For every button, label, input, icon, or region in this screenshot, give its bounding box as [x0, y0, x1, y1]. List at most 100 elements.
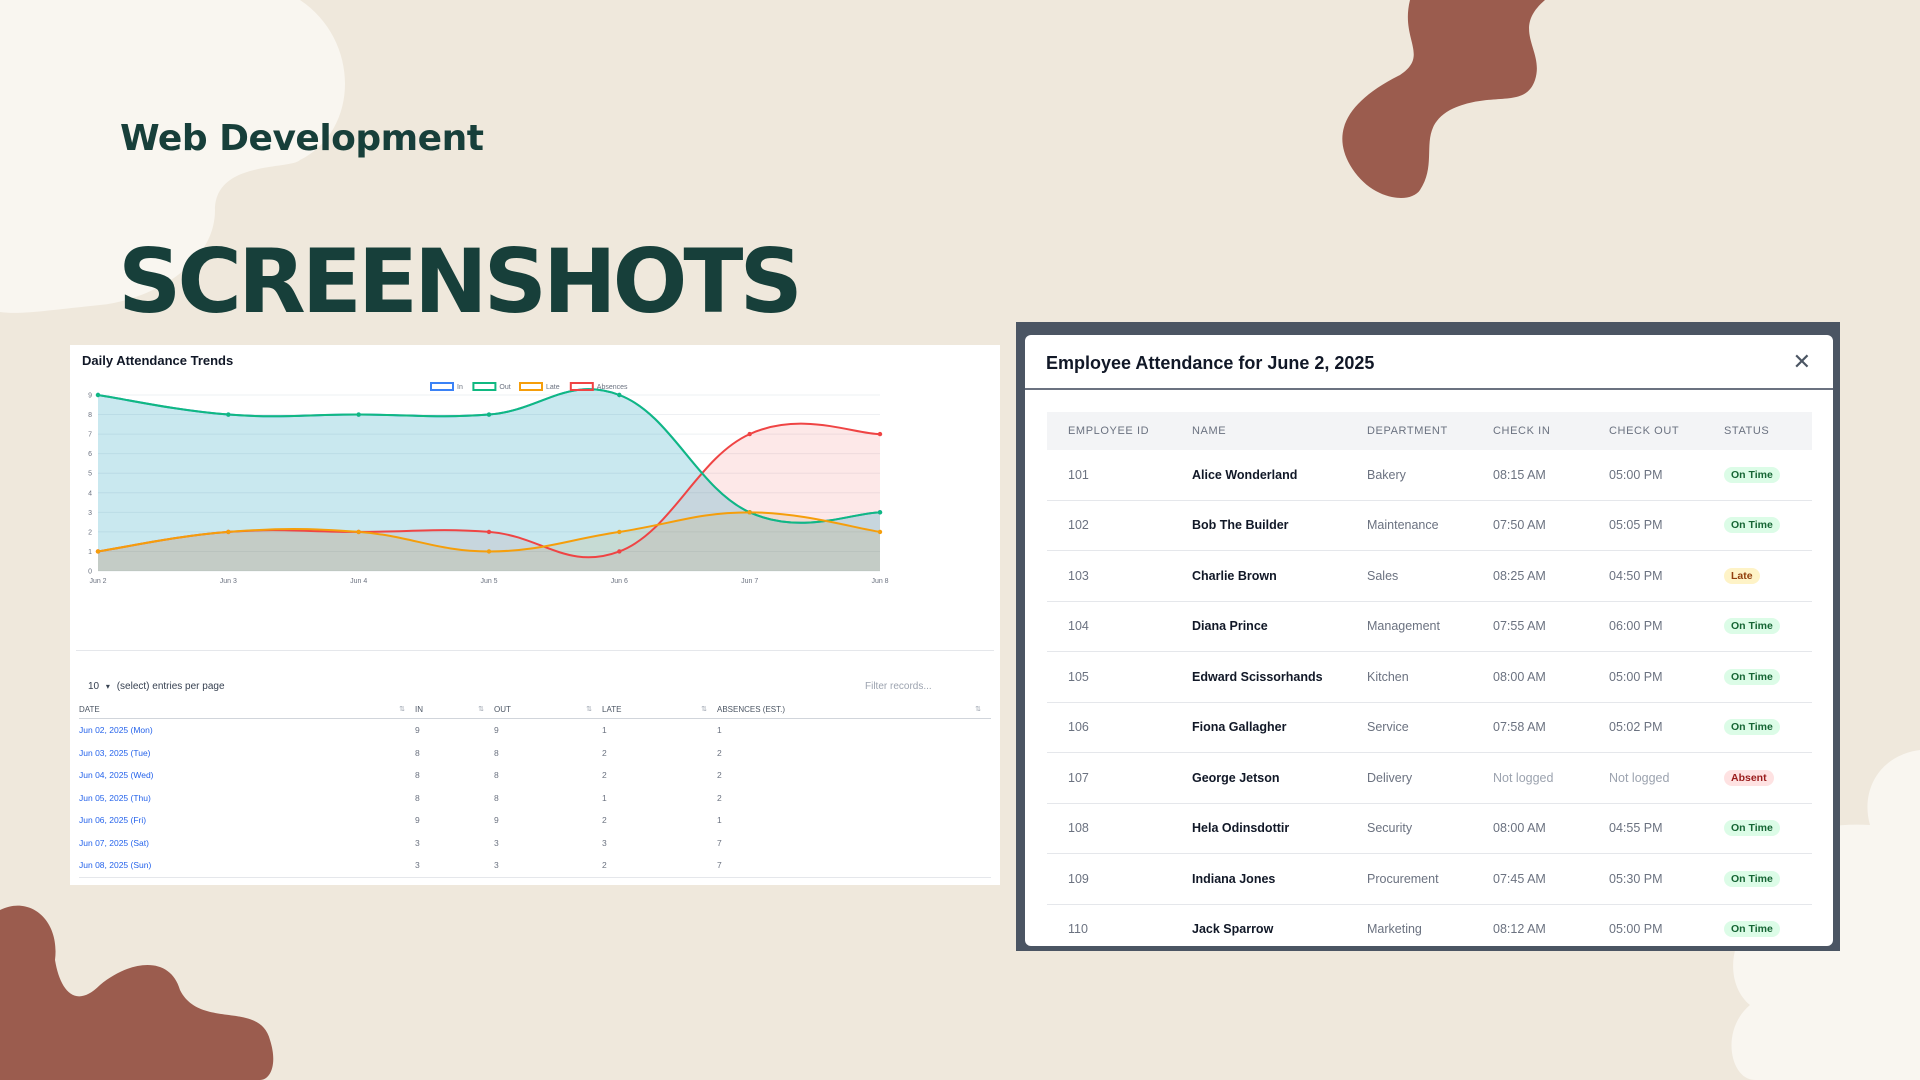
column-header: EMPLOYEE ID: [1068, 425, 1150, 437]
data-point-out: [877, 510, 883, 515]
status-badge: On Time: [1724, 618, 1780, 635]
table-cell: 7: [717, 860, 722, 871]
table-row: Jun 03, 2025 (Tue) 8 8 2 2: [79, 742, 991, 765]
date-link[interactable]: Jun 08, 2025 (Sun): [79, 860, 152, 871]
status-cell: On Time: [1703, 450, 1812, 501]
modal-title: Employee Attendance for June 2, 2025: [1046, 353, 1375, 373]
employee-out-cell: 05:02 PM: [1588, 702, 1703, 753]
column-header[interactable]: ABSENCES (EST.) ⇅: [717, 700, 991, 719]
sort-icon[interactable]: ⇅: [975, 705, 981, 713]
table-row: Jun 04, 2025 (Wed) 8 8 2 2: [79, 764, 991, 787]
date-link[interactable]: Jun 06, 2025 (Fri): [79, 815, 147, 826]
daily-attendance-table: DATE ⇅ IN ⇅ OUT ⇅ LATE ⇅ ABSENCES (EST.) ⇅ Jun 02…: [79, 700, 991, 877]
legend-swatch-out: [472, 382, 497, 391]
legend-label: Absences: [597, 384, 628, 391]
table-cell: 3: [415, 837, 420, 848]
data-point-out: [95, 392, 101, 398]
status-badge: On Time: [1724, 820, 1780, 837]
data-point-late: [747, 510, 752, 515]
status-cell: On Time: [1703, 500, 1812, 551]
status-badge: On Time: [1724, 517, 1780, 534]
data-point-out: [617, 392, 622, 398]
page-size-label: (select) entries per page: [116, 681, 225, 692]
close-icon[interactable]: ✕: [1792, 349, 1811, 374]
employee-dept-cell: Delivery: [1346, 752, 1472, 804]
employee-in-cell: 08:00 AM: [1472, 651, 1588, 703]
attendance-chart-card: Daily Attendance Trends 0 1 2 3 4 5 6 7 8 9 Jun 2 J…: [76, 349, 994, 651]
sort-icon[interactable]: ⇅: [701, 705, 707, 713]
column-header[interactable]: DATE ⇅: [79, 700, 415, 719]
table-row: Jun 07, 2025 (Sat) 3 3 3 7: [79, 832, 991, 855]
table-cell: 3: [602, 837, 607, 848]
employee-dept-cell: Bakery: [1346, 450, 1472, 501]
table-cell: 2: [602, 860, 607, 871]
column-header[interactable]: LATE ⇅: [602, 700, 717, 719]
column-header[interactable]: OUT ⇅: [494, 700, 602, 719]
column-header-label: DATE: [79, 704, 100, 714]
table-cell: Jun 03, 2025 (Tue): [79, 742, 415, 765]
table-cell: 9: [415, 725, 420, 736]
table-cell: 2: [602, 770, 607, 781]
data-point-absences: [486, 529, 492, 535]
date-link[interactable]: Jun 05, 2025 (Thu): [79, 792, 151, 803]
status-badge: On Time: [1724, 921, 1780, 938]
attendance-dashboard-panel: Daily Attendance Trends 0 1 2 3 4 5 6 7 8 9 Jun 2 J…: [70, 345, 1000, 885]
sort-icon[interactable]: ⇅: [586, 705, 592, 713]
status-cell: On Time: [1703, 904, 1812, 954]
employee-name-cell: Alice Wonderland: [1171, 450, 1346, 501]
data-point-late: [486, 549, 492, 554]
employee-out-cell: 05:30 PM: [1588, 853, 1703, 905]
employee-row: 105 Edward Scissorhands Kitchen 08:00 AM 05:…: [1047, 651, 1812, 703]
table-cell: 3: [494, 837, 499, 848]
y-tick-label: 9: [88, 393, 92, 400]
date-link[interactable]: Jun 07, 2025 (Sat): [79, 837, 149, 848]
filter-records-input[interactable]: Filter records...: [865, 681, 932, 692]
employee-out-cell: 06:00 PM: [1588, 601, 1703, 652]
employee-in-cell: 07:55 AM: [1472, 601, 1588, 652]
legend-swatch-late: [519, 382, 543, 391]
column-header[interactable]: IN ⇅: [415, 700, 494, 719]
data-point-late: [877, 529, 883, 535]
sort-icon[interactable]: ⇅: [478, 705, 484, 713]
table-cell: 8: [494, 747, 499, 758]
employee-id-cell: 101: [1047, 450, 1171, 501]
table-cell: 8: [415, 747, 420, 758]
status-badge: Late: [1724, 567, 1760, 584]
table-cell: Jun 04, 2025 (Wed): [79, 764, 415, 787]
y-tick-label: 5: [88, 471, 92, 478]
page-size-select[interactable]: 10: [88, 681, 100, 692]
employee-row: 110 Jack Sparrow Marketing 08:12 AM 05:00 PM…: [1047, 904, 1812, 954]
date-link[interactable]: Jun 03, 2025 (Tue): [79, 747, 151, 758]
date-link[interactable]: Jun 04, 2025 (Wed): [79, 770, 154, 781]
employee-dept-cell: Procurement: [1346, 853, 1472, 905]
employee-out-cell: 05:00 PM: [1588, 651, 1703, 703]
employee-id-cell: 104: [1047, 601, 1171, 652]
status-cell: Late: [1703, 550, 1812, 602]
employee-id-cell: 102: [1047, 500, 1171, 551]
employee-in-cell: 07:58 AM: [1472, 702, 1588, 753]
table-row: Jun 06, 2025 (Fri) 9 9 2 1: [79, 809, 991, 832]
employee-dept-cell: Service: [1346, 702, 1472, 753]
status-cell: On Time: [1703, 601, 1812, 652]
employee-row: 109 Indiana Jones Procurement 07:45 AM 05:30…: [1047, 853, 1812, 905]
status-badge: On Time: [1724, 466, 1780, 483]
employee-row: 107 George Jetson Delivery Not logged Not lo…: [1047, 752, 1812, 804]
table-cell: 7: [717, 837, 722, 848]
employee-row: 101 Alice Wonderland Bakery 08:15 AM 05:00 P…: [1047, 450, 1812, 501]
employee-name-cell: Jack Sparrow: [1192, 922, 1274, 937]
data-point-late: [226, 529, 231, 535]
sort-icon[interactable]: ⇅: [399, 705, 405, 713]
chevron-down-icon[interactable]: ▾: [105, 682, 110, 691]
table-cell: Jun 08, 2025 (Sun): [79, 854, 415, 877]
employee-name-cell: Edward Scissorhands: [1171, 651, 1346, 703]
series-area-out: [98, 389, 880, 571]
y-tick-label: 7: [88, 432, 92, 439]
squiggle-shape-top-right: [1342, 0, 1545, 198]
employee-row: 108 Hela Odinsdottir Security 08:00 AM 04:55…: [1047, 803, 1812, 854]
date-link[interactable]: Jun 02, 2025 (Mon): [79, 725, 153, 736]
employee-row: 104 Diana Prince Management 07:55 AM 06:00 P…: [1047, 601, 1812, 652]
page-size-control[interactable]: 10 ▾ (select) entries per page: [88, 681, 225, 692]
status-cell: On Time: [1703, 651, 1812, 703]
column-header-label: OUT: [494, 704, 511, 714]
table-cell: 9: [494, 815, 499, 826]
